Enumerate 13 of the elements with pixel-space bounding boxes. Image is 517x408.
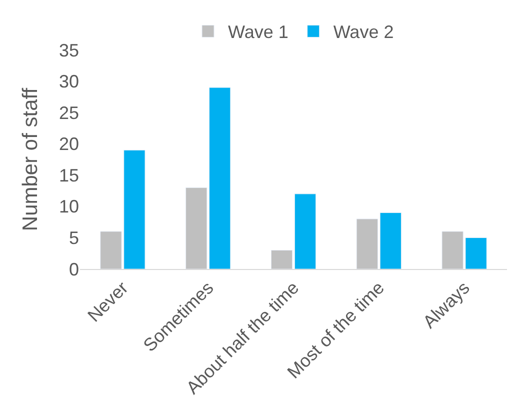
y-tick-label: 35	[58, 40, 79, 60]
y-tick-label: 20	[58, 134, 79, 154]
y-tick-label: 30	[58, 72, 79, 92]
y-tick-label: 5	[68, 228, 79, 248]
y-tick-label: 25	[58, 102, 79, 123]
legend-label: Wave 2	[333, 22, 394, 42]
y-axis-title: Number of staff	[19, 88, 42, 232]
bar	[294, 194, 316, 269]
y-tick-label: 10	[58, 196, 79, 217]
bar	[270, 250, 293, 269]
y-tick-label: 15	[58, 165, 79, 186]
y-tick-label: 0	[68, 259, 79, 280]
legend-label: Wave 1	[228, 22, 288, 42]
